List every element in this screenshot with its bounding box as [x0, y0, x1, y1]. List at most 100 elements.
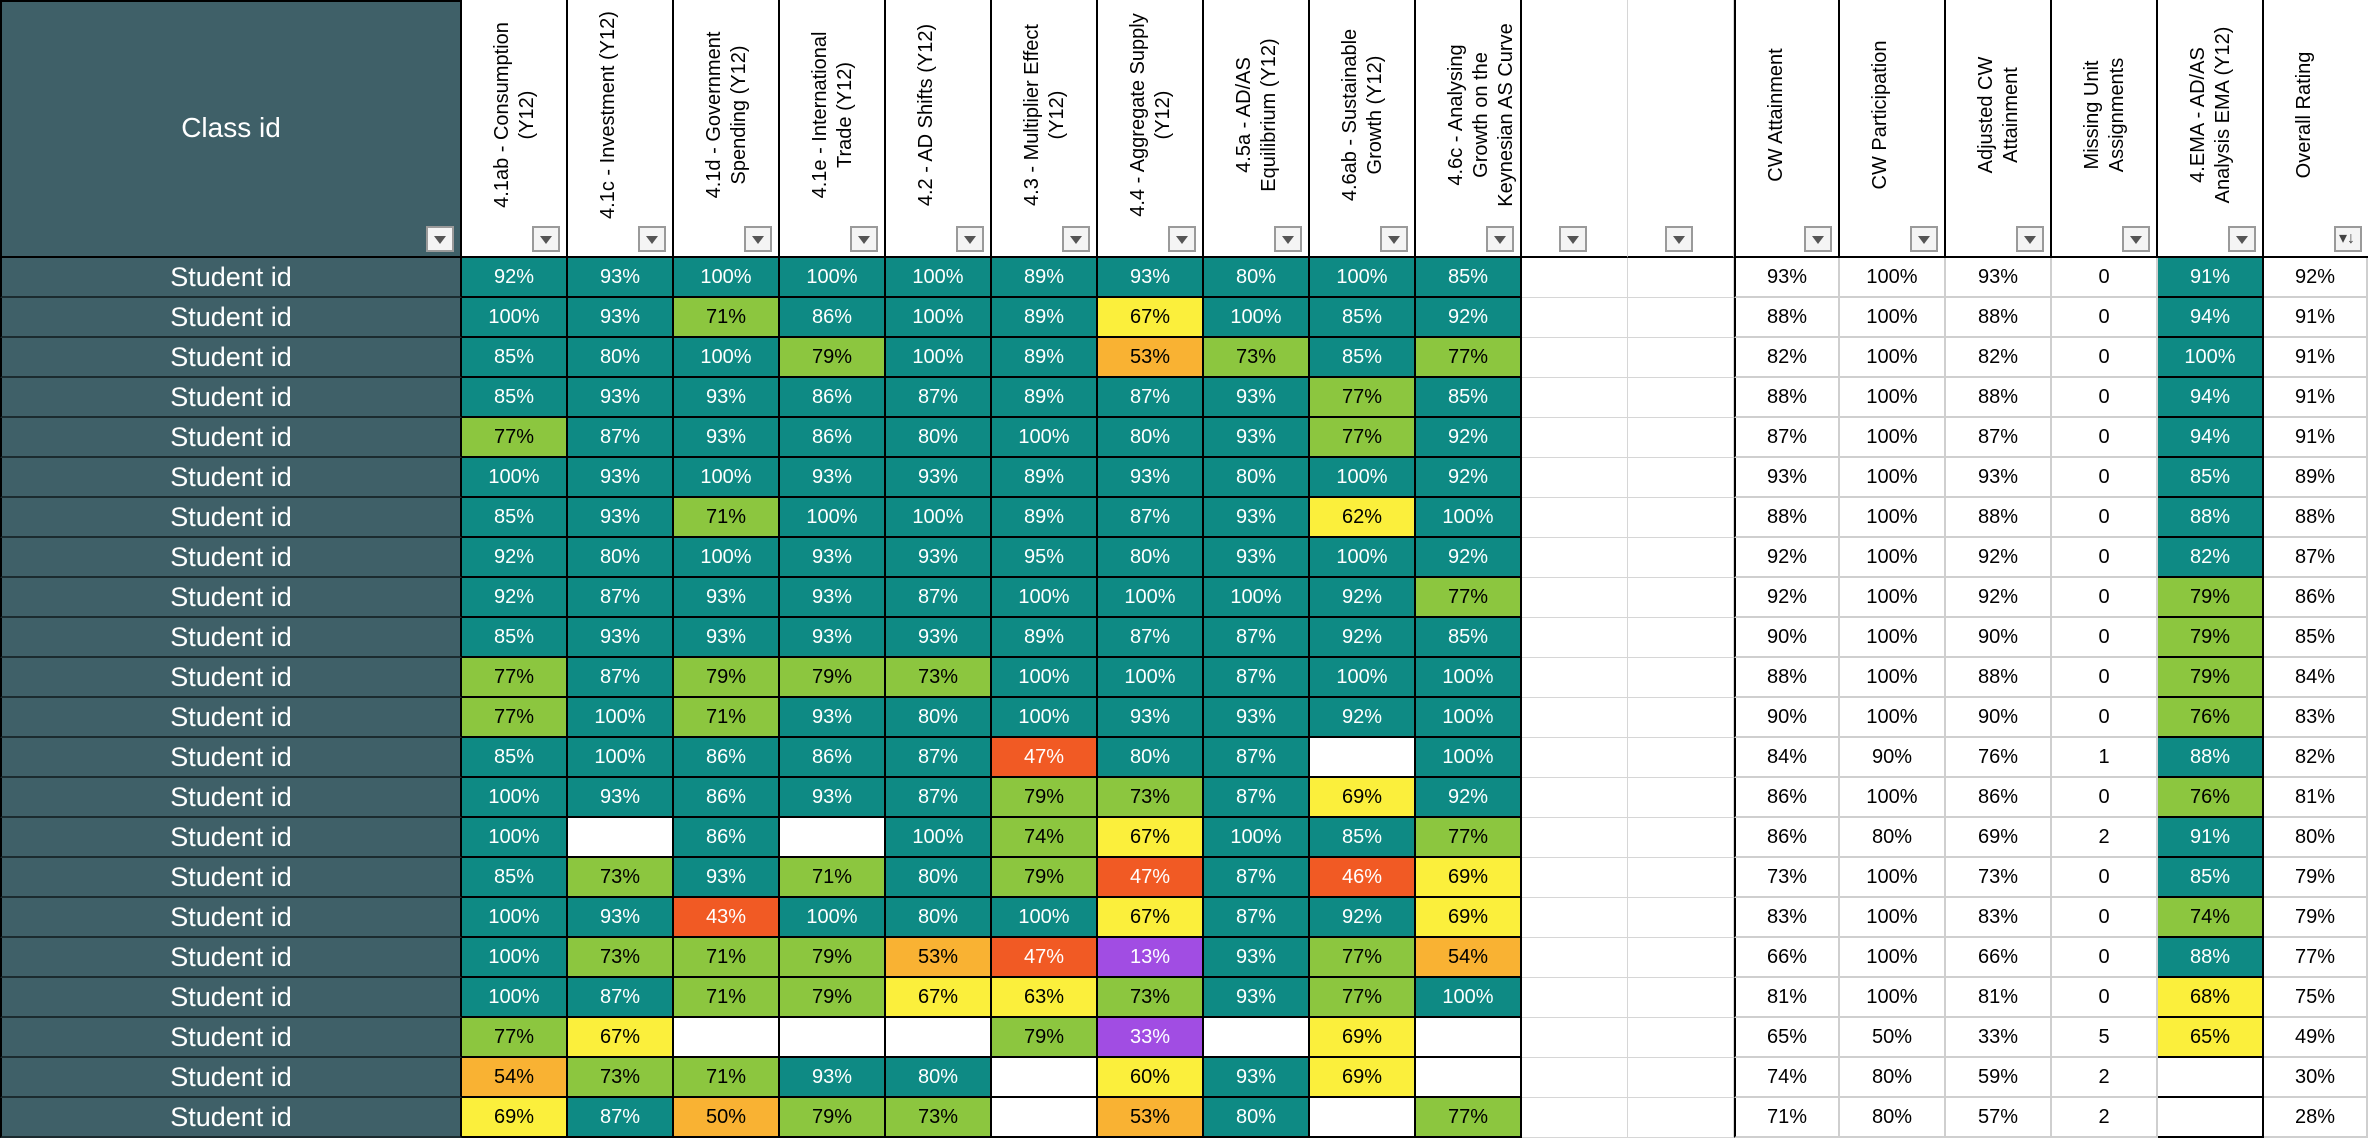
- empty-cell[interactable]: [1522, 858, 1628, 898]
- cw-attainment-cell[interactable]: 65%: [1734, 1018, 1840, 1058]
- overall-rating-cell[interactable]: 91%: [2264, 378, 2368, 418]
- adjusted-cw-attainment-cell[interactable]: 66%: [1946, 938, 2052, 978]
- unit-score-cell[interactable]: 60%: [1098, 1058, 1204, 1098]
- unit-score-cell[interactable]: 87%: [1204, 858, 1310, 898]
- adjusted-cw-attainment-cell[interactable]: 73%: [1946, 858, 2052, 898]
- unit-score-cell[interactable]: 93%: [1098, 458, 1204, 498]
- empty-cell[interactable]: [1522, 1018, 1628, 1058]
- unit-score-cell[interactable]: 85%: [1310, 298, 1416, 338]
- adjusted-cw-attainment-cell[interactable]: 90%: [1946, 698, 2052, 738]
- overall-rating-cell[interactable]: 77%: [2264, 938, 2368, 978]
- unit-score-cell[interactable]: 100%: [992, 698, 1098, 738]
- column-header[interactable]: [1522, 0, 1628, 258]
- unit-score-cell[interactable]: 80%: [1204, 1098, 1310, 1138]
- student-id-cell[interactable]: Student id: [0, 498, 462, 538]
- unit-score-cell[interactable]: 69%: [1310, 778, 1416, 818]
- ema-score-cell[interactable]: 68%: [2158, 978, 2264, 1018]
- cw-attainment-cell[interactable]: 73%: [1734, 858, 1840, 898]
- unit-score-cell[interactable]: [1416, 1018, 1522, 1058]
- student-id-cell[interactable]: Student id: [0, 898, 462, 938]
- overall-rating-cell[interactable]: 30%: [2264, 1058, 2368, 1098]
- cw-attainment-cell[interactable]: 93%: [1734, 458, 1840, 498]
- unit-score-cell[interactable]: 87%: [568, 578, 674, 618]
- unit-score-cell[interactable]: 93%: [780, 458, 886, 498]
- unit-score-cell[interactable]: 93%: [568, 898, 674, 938]
- unit-score-cell[interactable]: 71%: [674, 978, 780, 1018]
- unit-score-cell[interactable]: 85%: [1416, 618, 1522, 658]
- ema-score-cell[interactable]: 94%: [2158, 378, 2264, 418]
- unit-score-cell[interactable]: 77%: [462, 698, 568, 738]
- unit-score-cell[interactable]: [568, 818, 674, 858]
- missing-unit-assignments-cell[interactable]: 0: [2052, 578, 2158, 618]
- student-id-cell[interactable]: Student id: [0, 858, 462, 898]
- filter-dropdown-icon[interactable]: [2122, 226, 2150, 252]
- student-id-cell[interactable]: Student id: [0, 298, 462, 338]
- missing-unit-assignments-cell[interactable]: 2: [2052, 1098, 2158, 1138]
- unit-score-cell[interactable]: 87%: [1204, 778, 1310, 818]
- adjusted-cw-attainment-cell[interactable]: 81%: [1946, 978, 2052, 1018]
- unit-score-cell[interactable]: [992, 1058, 1098, 1098]
- unit-score-cell[interactable]: 100%: [1310, 458, 1416, 498]
- unit-score-cell[interactable]: 87%: [886, 378, 992, 418]
- unit-score-cell[interactable]: 93%: [568, 378, 674, 418]
- student-id-cell[interactable]: Student id: [0, 778, 462, 818]
- unit-score-cell[interactable]: 87%: [568, 658, 674, 698]
- cw-participation-cell[interactable]: 100%: [1840, 338, 1946, 378]
- ema-score-cell[interactable]: 79%: [2158, 658, 2264, 698]
- cw-attainment-cell[interactable]: 86%: [1734, 818, 1840, 858]
- empty-cell[interactable]: [1628, 378, 1734, 418]
- unit-score-cell[interactable]: 63%: [992, 978, 1098, 1018]
- cw-participation-cell[interactable]: 100%: [1840, 298, 1946, 338]
- student-id-cell[interactable]: Student id: [0, 1098, 462, 1138]
- unit-score-cell[interactable]: 53%: [1098, 1098, 1204, 1138]
- unit-score-cell[interactable]: 100%: [992, 578, 1098, 618]
- unit-score-cell[interactable]: 71%: [674, 298, 780, 338]
- unit-score-cell[interactable]: 85%: [462, 738, 568, 778]
- empty-cell[interactable]: [1522, 1098, 1628, 1138]
- unit-score-cell[interactable]: 92%: [1416, 298, 1522, 338]
- overall-rating-cell[interactable]: 28%: [2264, 1098, 2368, 1138]
- adjusted-cw-attainment-cell[interactable]: 87%: [1946, 418, 2052, 458]
- unit-score-cell[interactable]: 85%: [462, 498, 568, 538]
- unit-score-cell[interactable]: 47%: [1098, 858, 1204, 898]
- unit-score-cell[interactable]: 89%: [992, 378, 1098, 418]
- adjusted-cw-attainment-cell[interactable]: 59%: [1946, 1058, 2052, 1098]
- unit-score-cell[interactable]: 87%: [1098, 498, 1204, 538]
- unit-score-cell[interactable]: 100%: [780, 258, 886, 298]
- empty-cell[interactable]: [1628, 1018, 1734, 1058]
- unit-score-cell[interactable]: 67%: [886, 978, 992, 1018]
- unit-score-cell[interactable]: 73%: [1204, 338, 1310, 378]
- unit-score-cell[interactable]: 93%: [1204, 938, 1310, 978]
- empty-cell[interactable]: [1628, 298, 1734, 338]
- empty-cell[interactable]: [1522, 898, 1628, 938]
- filter-dropdown-icon[interactable]: [1804, 226, 1832, 252]
- empty-cell[interactable]: [1522, 938, 1628, 978]
- missing-unit-assignments-cell[interactable]: 0: [2052, 538, 2158, 578]
- unit-score-cell[interactable]: 69%: [1310, 1018, 1416, 1058]
- filter-dropdown-icon[interactable]: [426, 226, 454, 252]
- empty-cell[interactable]: [1628, 938, 1734, 978]
- unit-score-cell[interactable]: 73%: [886, 658, 992, 698]
- ema-score-cell[interactable]: 82%: [2158, 538, 2264, 578]
- unit-score-cell[interactable]: 87%: [1098, 618, 1204, 658]
- ema-score-cell[interactable]: 100%: [2158, 338, 2264, 378]
- unit-score-cell[interactable]: 93%: [568, 298, 674, 338]
- missing-unit-assignments-cell[interactable]: 0: [2052, 858, 2158, 898]
- unit-score-cell[interactable]: 80%: [568, 538, 674, 578]
- unit-score-cell[interactable]: 77%: [1310, 978, 1416, 1018]
- empty-cell[interactable]: [1522, 978, 1628, 1018]
- unit-score-cell[interactable]: 93%: [568, 778, 674, 818]
- unit-score-cell[interactable]: 100%: [1204, 578, 1310, 618]
- unit-score-cell[interactable]: 77%: [462, 1018, 568, 1058]
- unit-score-cell[interactable]: 62%: [1310, 498, 1416, 538]
- unit-score-cell[interactable]: 89%: [992, 338, 1098, 378]
- ema-score-cell[interactable]: 76%: [2158, 698, 2264, 738]
- unit-score-cell[interactable]: 100%: [992, 658, 1098, 698]
- cw-participation-cell[interactable]: 100%: [1840, 498, 1946, 538]
- unit-score-cell[interactable]: 100%: [1310, 658, 1416, 698]
- column-header[interactable]: 4.1e - International Trade (Y12): [780, 0, 886, 258]
- unit-score-cell[interactable]: 100%: [674, 258, 780, 298]
- filter-dropdown-icon[interactable]: [1910, 226, 1938, 252]
- unit-score-cell[interactable]: 47%: [992, 738, 1098, 778]
- cw-attainment-cell[interactable]: 82%: [1734, 338, 1840, 378]
